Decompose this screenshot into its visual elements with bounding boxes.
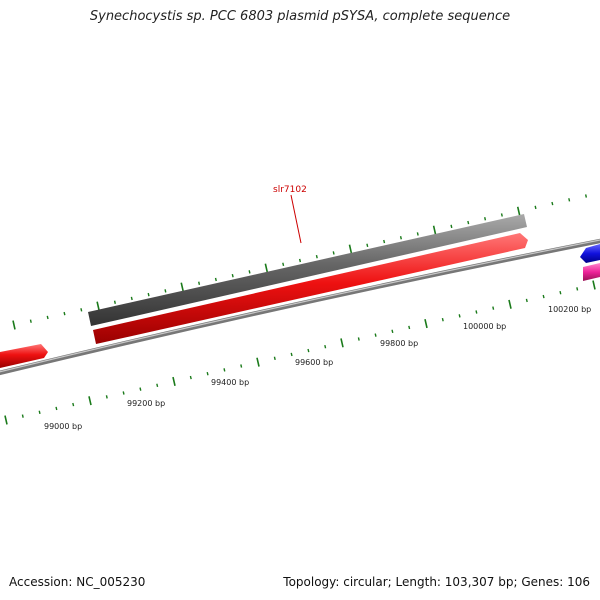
minor-tick — [290, 352, 293, 357]
gene-pink[interactable] — [583, 263, 600, 281]
minor-tick — [105, 395, 108, 399]
major-tick — [432, 225, 437, 235]
gene-label-slr7102[interactable]: slr7102 — [273, 185, 307, 195]
minor-tick — [416, 232, 419, 236]
minor-tick — [248, 270, 251, 274]
minor-tick — [500, 213, 503, 217]
scale-label: 100200 bp — [548, 305, 591, 314]
minor-tick — [399, 236, 402, 240]
minor-tick — [374, 333, 377, 337]
major-tick — [508, 299, 512, 309]
scale-label: 99400 bp — [211, 378, 249, 387]
scale-label: 99600 bp — [295, 358, 333, 367]
minor-tick — [324, 344, 327, 349]
minor-tick — [307, 348, 310, 353]
minor-tick — [29, 319, 32, 323]
minor-tick — [164, 289, 167, 293]
major-tick — [516, 206, 521, 216]
minor-tick — [458, 314, 461, 318]
minor-tick — [315, 254, 318, 259]
minor-tick — [391, 329, 394, 334]
minor-tick — [450, 224, 453, 229]
minor-tick — [273, 356, 276, 361]
gene-label-leader — [290, 194, 302, 244]
major-tick — [348, 244, 353, 254]
major-tick — [592, 280, 596, 290]
scale-label: 99000 bp — [44, 422, 82, 431]
scale-label: 99200 bp — [127, 399, 165, 408]
minor-tick — [72, 402, 75, 407]
minor-tick — [484, 217, 487, 221]
minor-tick — [214, 277, 217, 282]
major-tick — [264, 263, 269, 273]
minor-tick — [475, 310, 478, 314]
minor-tick — [198, 281, 201, 285]
minor-tick — [332, 251, 335, 255]
outer-scale-ticks — [12, 194, 588, 330]
plasmid-backbone — [0, 238, 600, 376]
minor-tick — [542, 294, 545, 299]
scale-label: 99800 bp — [380, 339, 418, 348]
minor-tick — [559, 290, 562, 295]
major-tick — [4, 415, 8, 425]
major-tick — [180, 282, 185, 292]
minor-tick — [357, 337, 360, 341]
minor-tick — [223, 368, 226, 372]
minor-tick — [231, 273, 234, 278]
minor-tick — [298, 258, 302, 263]
minor-tick — [55, 406, 58, 411]
minor-tick — [63, 311, 66, 316]
minor-tick — [408, 325, 411, 330]
minor-tick — [525, 298, 528, 303]
minor-tick — [113, 300, 116, 304]
minor-tick — [130, 296, 133, 301]
major-tick — [96, 301, 100, 311]
gene-gray[interactable] — [88, 214, 527, 326]
minor-tick — [80, 308, 83, 312]
minor-tick — [551, 201, 554, 206]
minor-tick — [366, 243, 369, 248]
minor-tick — [189, 375, 192, 380]
minor-tick — [576, 287, 579, 291]
minor-tick — [467, 220, 470, 225]
map-title: Synechocystis sp. PCC 6803 plasmid pSYSA… — [89, 9, 511, 24]
minor-tick — [156, 383, 159, 388]
minor-tick — [584, 194, 588, 198]
major-tick — [340, 338, 344, 348]
minor-tick — [147, 292, 150, 297]
scale-label: 100000 bp — [463, 322, 506, 331]
major-tick — [256, 357, 260, 367]
major-tick — [424, 319, 428, 329]
minor-tick — [206, 371, 209, 376]
minor-tick — [492, 306, 495, 310]
gene-blue[interactable] — [580, 244, 600, 263]
topology-summary: Topology: circular; Length: 103,307 bp; … — [283, 575, 590, 589]
gene-slr7102[interactable] — [93, 233, 528, 344]
minor-tick — [282, 262, 285, 267]
major-tick — [172, 376, 176, 386]
minor-tick — [38, 410, 41, 415]
minor-tick — [534, 205, 537, 210]
minor-tick — [139, 387, 142, 391]
inner-scale-ticks — [4, 280, 596, 425]
minor-tick — [46, 315, 49, 320]
minor-tick — [383, 239, 386, 244]
major-tick — [12, 320, 16, 330]
minor-tick — [441, 317, 444, 322]
minor-tick — [21, 414, 24, 418]
accession-text: Accession: NC_005230 — [9, 575, 146, 589]
gene-red-left[interactable] — [0, 344, 48, 368]
minor-tick — [122, 391, 125, 395]
major-tick — [88, 396, 92, 406]
minor-tick — [568, 198, 571, 202]
minor-tick — [240, 364, 243, 368]
